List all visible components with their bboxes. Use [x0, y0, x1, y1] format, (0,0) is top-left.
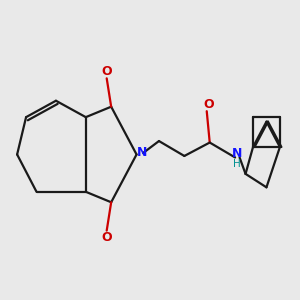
- Text: O: O: [101, 231, 112, 244]
- Text: H: H: [233, 159, 241, 169]
- Text: O: O: [203, 98, 214, 111]
- Text: N: N: [231, 147, 242, 160]
- Text: N: N: [137, 146, 148, 160]
- Text: O: O: [101, 65, 112, 78]
